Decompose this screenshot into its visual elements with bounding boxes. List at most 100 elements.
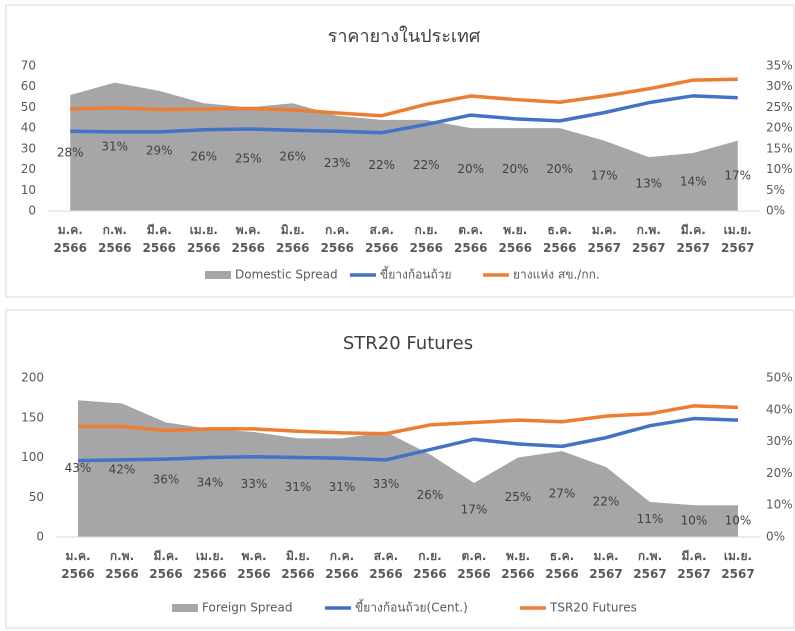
data-label: 25% <box>235 152 262 166</box>
chart-title: ราคายางในประเทศ <box>328 25 481 47</box>
y-tick-label: 0 <box>36 530 44 544</box>
data-label: 17% <box>591 168 618 182</box>
y-tick-label: 20 <box>21 162 36 176</box>
x-tick-month: ต.ค. <box>462 549 487 563</box>
x-tick-month: ส.ค. <box>370 223 394 237</box>
x-tick-month: ก.ค. <box>325 223 349 237</box>
x-tick-year: 2567 <box>721 241 754 255</box>
x-tick-month: เม.ย. <box>190 223 218 237</box>
x-tick-label: มิ.ย. 2566 <box>281 549 314 581</box>
data-label: 42% <box>109 463 136 477</box>
y-tick-label: 40 <box>21 121 36 135</box>
x-tick-month: มิ.ย. <box>281 223 305 237</box>
x-tick-month: ม.ค. <box>58 223 83 237</box>
data-label: 13% <box>635 177 662 191</box>
y2-tick-label: 0% <box>766 204 785 218</box>
x-tick-label: ก.พ. 2566 <box>105 549 138 581</box>
x-tick-year: 2566 <box>501 567 534 581</box>
data-label: 22% <box>368 158 395 172</box>
x-tick-label: ก.พ. 2566 <box>98 223 131 255</box>
y-tick-label: 0 <box>28 204 36 218</box>
x-tick-month: ม.ค. <box>65 549 90 563</box>
line <box>70 94 738 135</box>
x-tick-label: มี.ค. 2566 <box>143 223 176 255</box>
x-tick-label: ม.ค. 2567 <box>589 549 622 581</box>
data-label: 20% <box>502 162 529 176</box>
x-tick-month: ธ.ค. <box>550 549 574 563</box>
y2-tick-label: 30% <box>766 79 793 93</box>
legend-label: Domestic Spread <box>235 268 338 282</box>
x-tick-month: เม.ย. <box>196 549 224 563</box>
data-label: 14% <box>680 175 707 189</box>
x-tick-year: 2566 <box>413 567 446 581</box>
line <box>78 404 739 436</box>
x-tick-month: พ.ค. <box>241 549 266 563</box>
x-tick-label: เม.ย. 2566 <box>193 549 226 581</box>
x-tick-month: ก.ย. <box>415 223 438 237</box>
x-tick-year: 2567 <box>677 567 710 581</box>
legend-label: Foreign Spread <box>202 601 293 615</box>
x-tick-year: 2567 <box>589 567 622 581</box>
x-tick-year: 2567 <box>632 241 665 255</box>
x-tick-year: 2566 <box>276 241 309 255</box>
legend-swatch <box>172 604 198 612</box>
x-tick-label: ก.พ. 2567 <box>632 223 665 255</box>
x-tick-label: มี.ค. 2567 <box>677 549 710 581</box>
y2-tick-label: 25% <box>766 100 793 114</box>
x-tick-label: เม.ย. 2567 <box>721 549 754 581</box>
x-tick-year: 2566 <box>543 241 576 255</box>
x-tick-label: มิ.ย. 2566 <box>276 223 309 255</box>
data-label: 33% <box>241 477 268 491</box>
x-tick-label: ก.ค. 2566 <box>321 223 354 255</box>
x-tick-label: ม.ค. 2566 <box>61 549 94 581</box>
y-tick-label: 30 <box>21 141 36 155</box>
x-tick-label: ธ.ค. 2566 <box>545 549 578 581</box>
area <box>70 82 738 211</box>
x-tick-month: พ.ค. <box>236 223 261 237</box>
x-tick-month: ก.พ. <box>637 223 661 237</box>
x-tick-month: ก.ค. <box>330 549 354 563</box>
legend-label: ขี้ยางก้อนถ้วย(Cent.) <box>355 599 468 615</box>
x-tick-label: ก.พ. 2567 <box>633 549 666 581</box>
data-label: 17% <box>461 502 488 516</box>
x-tick-year: 2566 <box>193 567 226 581</box>
data-label: 26% <box>190 150 217 164</box>
y2-tick-label: 20% <box>766 466 793 480</box>
x-tick-month: มี.ค. <box>681 549 706 563</box>
x-tick-label: ม.ค. 2566 <box>54 223 87 255</box>
x-tick-label: ต.ค. 2566 <box>457 549 490 581</box>
y-tick-label: 50 <box>21 100 36 114</box>
x-tick-month: มี.ค. <box>153 549 178 563</box>
y2-tick-label: 30% <box>766 434 793 448</box>
data-label: 20% <box>457 162 484 176</box>
y-tick-label: 150 <box>21 410 44 424</box>
x-tick-year: 2566 <box>365 241 398 255</box>
y2-tick-label: 0% <box>766 530 785 544</box>
data-label: 20% <box>546 162 573 176</box>
x-tick-year: 2566 <box>61 567 94 581</box>
x-tick-label: พ.ค. 2566 <box>232 223 265 255</box>
x-tick-month: เม.ย. <box>724 223 752 237</box>
x-tick-year: 2566 <box>457 567 490 581</box>
x-tick-year: 2566 <box>281 567 314 581</box>
x-tick-month: เม.ย. <box>724 549 752 563</box>
data-label: 10% <box>725 514 752 528</box>
legend-swatch <box>205 271 231 279</box>
x-tick-year: 2566 <box>325 567 358 581</box>
data-label: 34% <box>197 475 224 489</box>
y-tick-label: 200 <box>21 371 44 385</box>
data-label: 22% <box>413 158 440 172</box>
x-tick-year: 2566 <box>232 241 265 255</box>
x-tick-label: พ.ค. 2566 <box>237 549 270 581</box>
data-label: 28% <box>57 146 84 160</box>
x-tick-year: 2566 <box>237 567 270 581</box>
y2-tick-label: 10% <box>766 498 793 512</box>
x-tick-month: ส.ค. <box>374 549 398 563</box>
x-tick-year: 2566 <box>98 241 131 255</box>
x-tick-label: ก.ย. 2566 <box>410 223 443 255</box>
data-label: 33% <box>373 477 400 491</box>
x-tick-year: 2566 <box>545 567 578 581</box>
data-label: 43% <box>65 461 92 475</box>
chart-title: STR20 Futures <box>343 333 473 354</box>
x-tick-year: 2567 <box>588 241 621 255</box>
